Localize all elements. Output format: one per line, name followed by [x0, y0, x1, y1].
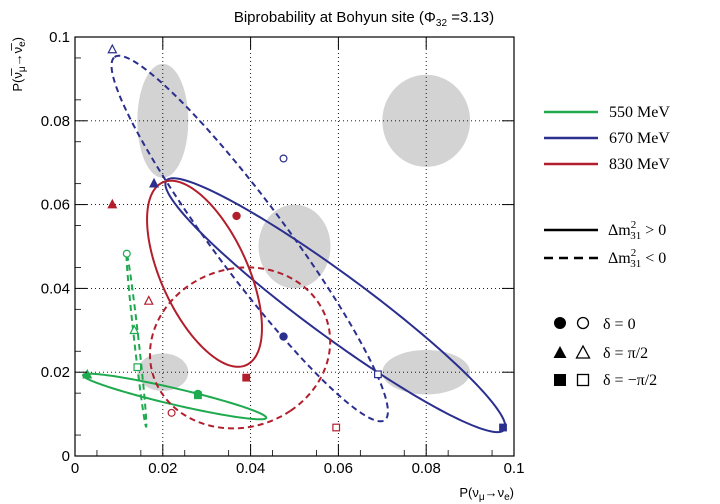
y-tick-label-5: 0.1: [49, 29, 70, 46]
marker-550-mev-inverted-delta-pi-2: [129, 324, 140, 335]
legend-open-square-marker: [576, 373, 590, 387]
marker-550-mev-inverted-delta-0: [122, 249, 131, 258]
marker-830-mev-inverted-delta--pi-2: [332, 423, 341, 432]
curve-670-mev-inverted-hierarchy: [110, 54, 389, 423]
x-axis-label: P(νμ→νe): [459, 485, 514, 503]
x-tick-label-5: 0.1: [504, 460, 525, 477]
legend-label-delta-minus-pi-half: δ = −π/2: [603, 372, 657, 389]
y-tick-label-0: 0: [62, 448, 70, 465]
ambiguity-region-1: [382, 74, 471, 167]
marker-670-mev-inverted-delta-pi-2: [107, 43, 118, 54]
delta-markers: [82, 43, 507, 432]
marker-550-mev-normal-delta-pi-2: [82, 368, 93, 379]
x-tick-label-2: 0.04: [236, 460, 265, 477]
marker-830-mev-normal-delta-pi-2: [107, 198, 118, 209]
legend-filled-square-marker: [554, 374, 566, 386]
ambiguity-region-4: [382, 349, 471, 395]
marker-550-mev-normal-delta--pi-2: [194, 391, 202, 400]
probability-curves: [82, 54, 507, 434]
marker-830-mev-inverted-delta-pi-2: [143, 295, 154, 305]
y-tick-label-4: 0.08: [41, 113, 70, 130]
legend: 550 MeV 670 MeV 830 MeV Δm2 31 > 0 Δm2 31 …: [544, 104, 670, 389]
legend-label-670: 670 MeV: [609, 130, 670, 147]
ambiguity-region-2: [258, 204, 331, 289]
marker-670-mev-inverted-delta--pi-2: [374, 370, 382, 379]
legend-filled-triangle-marker: [553, 346, 567, 358]
marker-550-mev-inverted-delta--pi-2: [133, 363, 142, 372]
legend-filled-circle-marker: [554, 317, 566, 329]
curve-550-mev-normal-hierarchy: [82, 372, 268, 421]
x-tick-label-3: 0.06: [324, 460, 353, 477]
legend-label-normal-hierarchy: Δm2 31 > 0: [608, 219, 666, 242]
ambiguity-region-3: [137, 353, 189, 392]
marker-670-mev-inverted-delta-0: [279, 154, 288, 163]
marker-670-mev-normal-delta-pi-2: [149, 177, 160, 188]
plot-frame: [74, 36, 515, 457]
y-axis-label: P(ν̅μ→ν̅e): [10, 37, 28, 92]
marker-830-mev-normal-delta-0: [232, 211, 241, 221]
ambiguity-region-0: [137, 63, 189, 178]
y-tick-label-2: 0.04: [41, 280, 70, 297]
x-tick-label-0: 0: [71, 460, 79, 477]
legend-open-circle-marker: [576, 316, 590, 330]
marker-670-mev-normal-delta--pi-2: [499, 423, 507, 432]
curve-830-mev-normal-hierarchy: [146, 179, 263, 368]
marker-830-mev-normal-delta--pi-2: [242, 373, 251, 382]
marker-670-mev-normal-delta-0: [279, 332, 288, 341]
chart-title: Biprobability at Bohyun site (Φ32 =3.13): [234, 9, 494, 29]
marker-830-mev-inverted-delta-0: [167, 408, 176, 417]
x-tick-label-4: 0.08: [412, 460, 441, 477]
axis-ticks: 0 0.02 0.04 0.06 0.08 0.1 0 0.02 0.04 0.06 0.08 0.1: [41, 29, 525, 477]
legend-label-550: 550 MeV: [609, 104, 670, 121]
legend-label-delta-pi-half: δ = π/2: [603, 345, 648, 362]
x-tick-label-1: 0.02: [148, 460, 177, 477]
curve-830-mev-inverted-hierarchy: [148, 266, 332, 430]
ambiguity-regions: [137, 63, 471, 395]
legend-label-inverted-hierarchy: Δm2 31 < 0: [608, 247, 666, 270]
y-tick-label-3: 0.06: [41, 197, 70, 214]
legend-open-triangle-marker: [575, 344, 591, 359]
y-tick-label-1: 0.02: [41, 364, 70, 381]
plot-area: 0 0.02 0.04 0.06 0.08 0.1 0 0.02 0.04 0.06 0.08 0.1: [41, 29, 525, 477]
legend-label-delta-0: δ = 0: [603, 316, 636, 333]
curve-550-mev-inverted-hierarchy: [125, 253, 148, 428]
legend-label-830: 830 MeV: [609, 156, 670, 173]
